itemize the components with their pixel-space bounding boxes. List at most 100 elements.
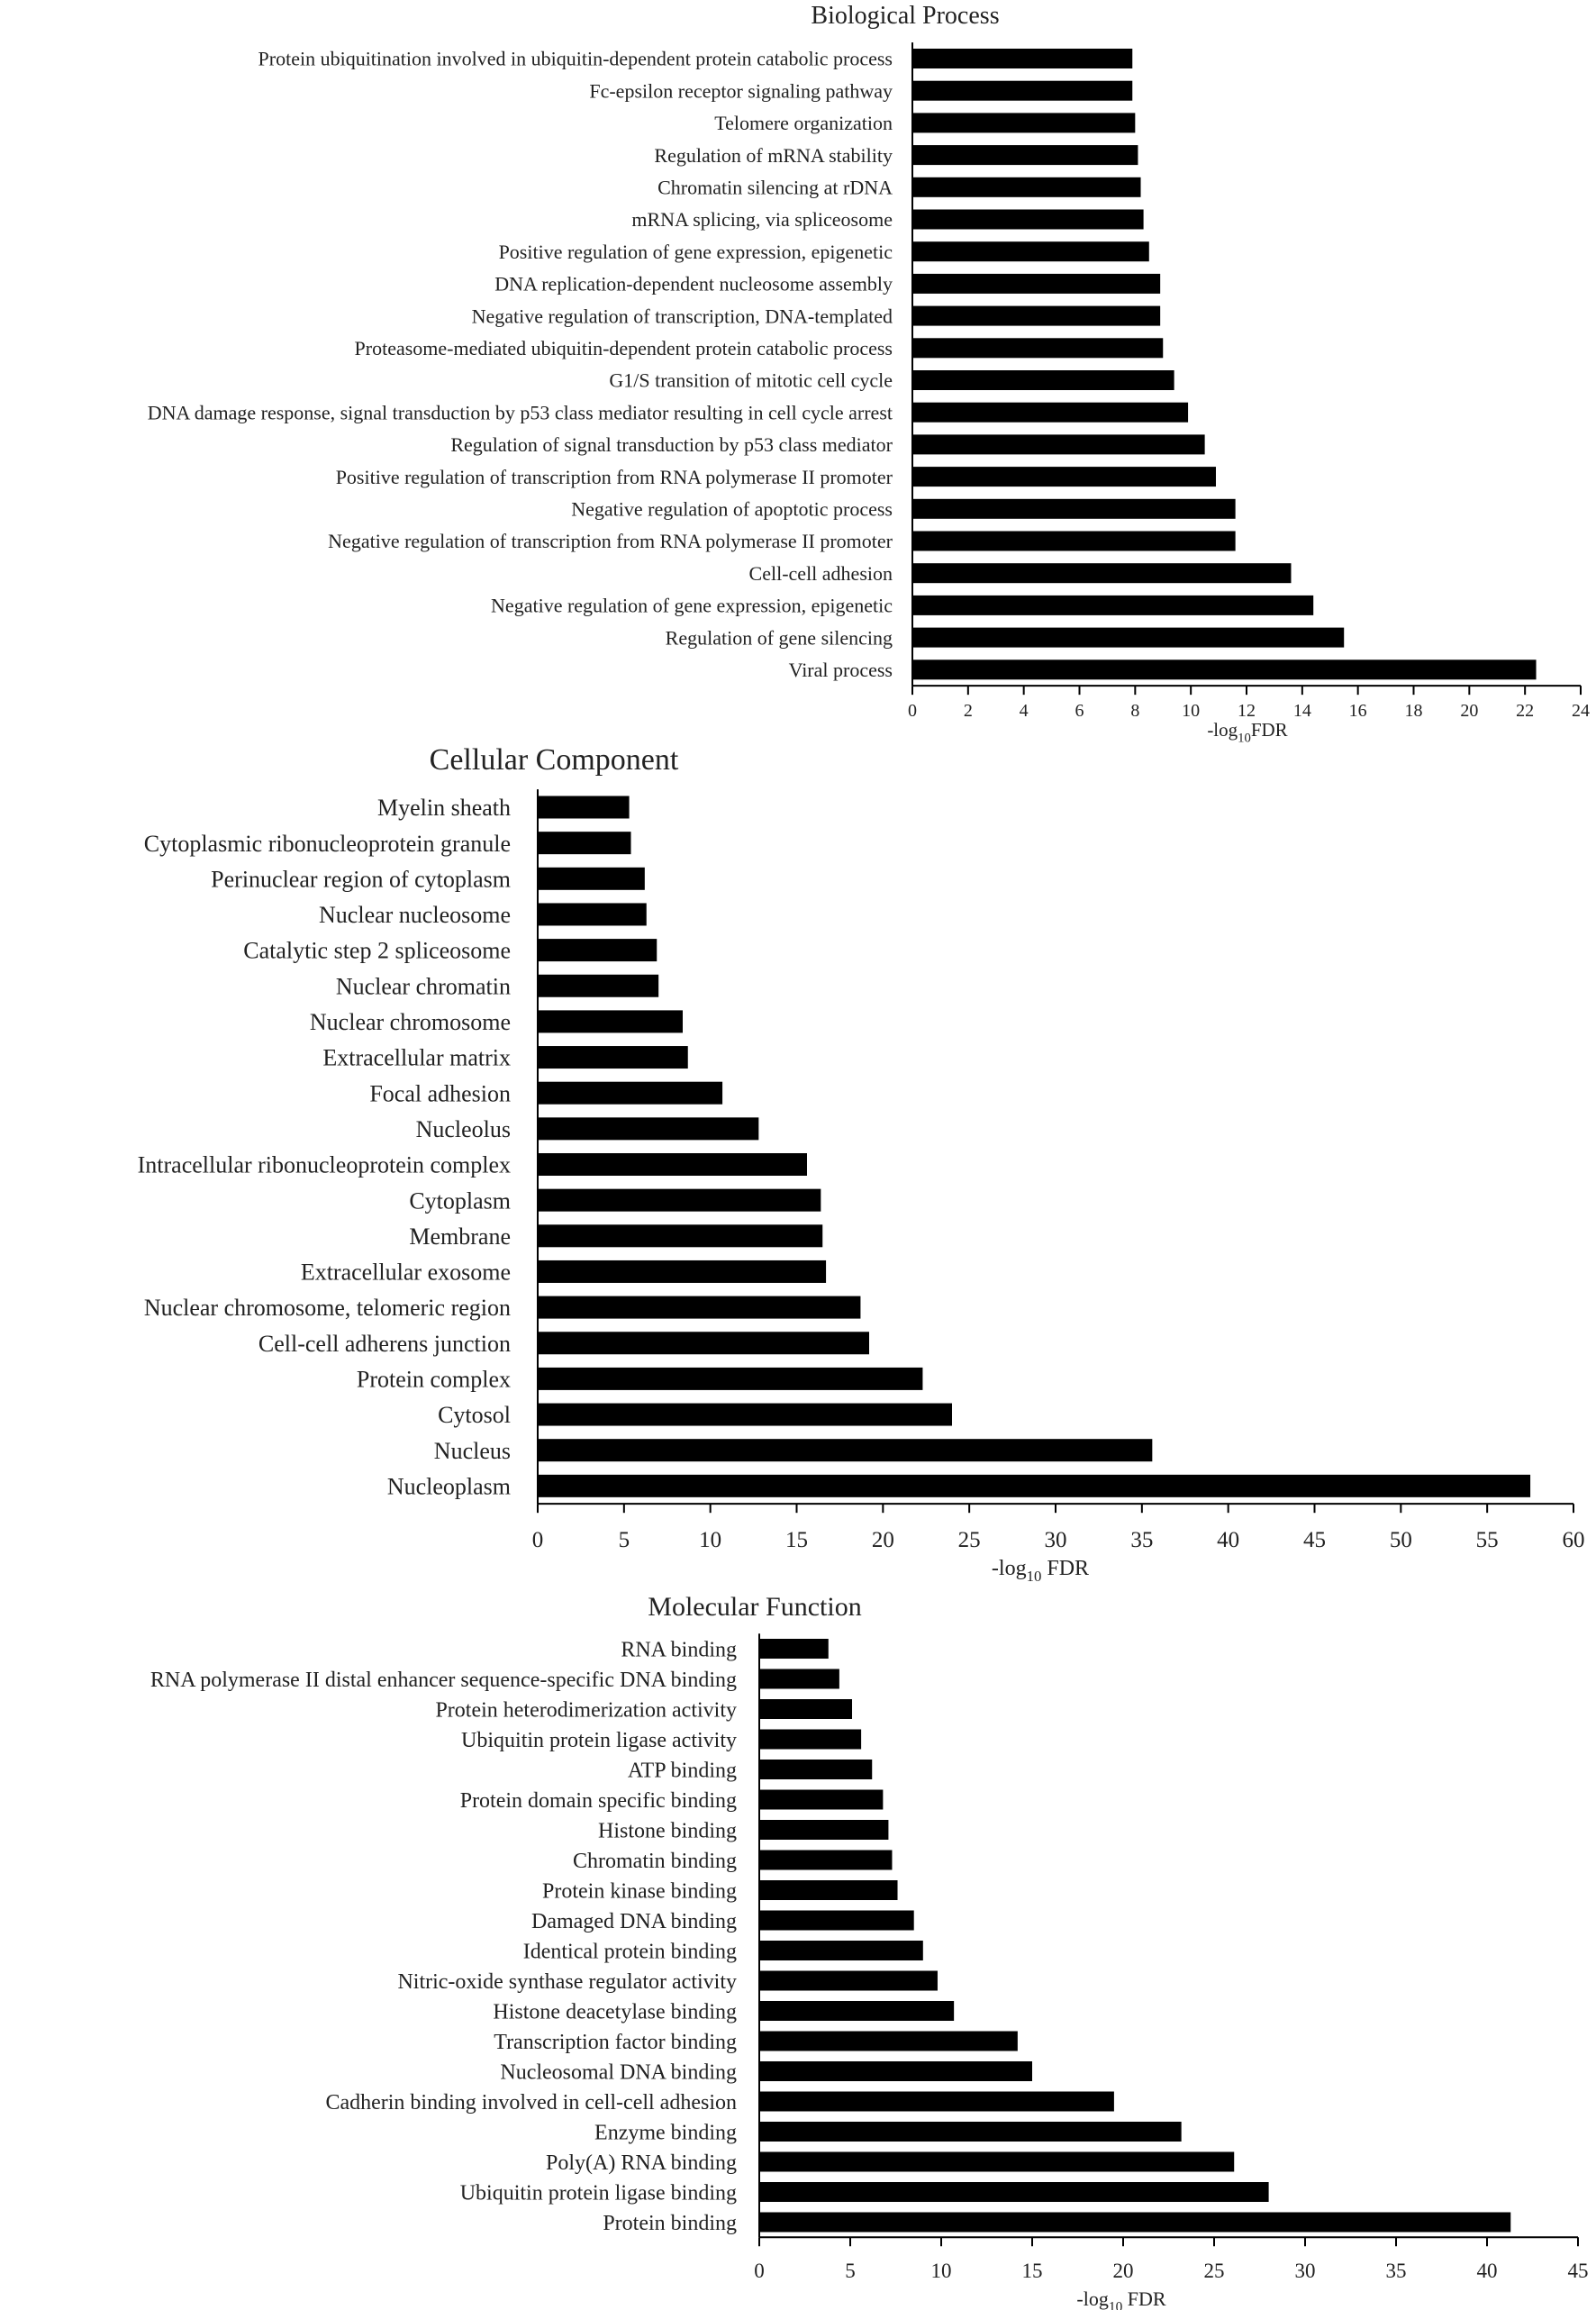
category-label: Chromatin silencing at rDNA	[657, 177, 893, 199]
category-label: Nuclear nucleosome	[319, 902, 511, 928]
category-label: Membrane	[409, 1223, 511, 1250]
category-label: Intracellular ribonucleoprotein complex	[138, 1152, 511, 1178]
category-label: Nucleus	[434, 1438, 511, 1464]
category-label: Protein ubiquitination involved in ubiqu…	[258, 48, 893, 70]
category-label: Poly(A) RNA binding	[546, 2151, 737, 2175]
x-tick-label: 30	[1045, 1528, 1067, 1552]
category-label: Ubiquitin protein ligase binding	[460, 2181, 737, 2205]
x-tick-label: 25	[958, 1528, 981, 1552]
category-label: Protein binding	[603, 2212, 737, 2235]
category-label: Focal adhesion	[369, 1080, 511, 1106]
category-label: Nuclear chromatin	[336, 973, 511, 999]
chart-2: Cellular Component Myelin sheath Cytoplasm…	[138, 743, 1585, 1585]
category-label: Chromatin binding	[573, 1850, 737, 1873]
x-tick-label: 16	[1349, 701, 1367, 721]
bar	[538, 1117, 759, 1141]
bar	[538, 1046, 688, 1069]
category-label: Cadherin binding involved in cell-cell a…	[325, 2091, 737, 2114]
category-label: Positive regulation of gene expression, …	[499, 241, 893, 263]
category-label: Regulation of mRNA stability	[654, 144, 893, 167]
category-label: G1/S transition of mitotic cell cycle	[609, 369, 893, 392]
bar	[759, 1729, 862, 1750]
x-tick-label: 15	[1022, 2260, 1043, 2282]
x-tick-label: 0	[908, 701, 917, 721]
category-label: Histone deacetylase binding	[493, 2000, 737, 2024]
bar	[759, 1941, 923, 1960]
x-tick-label: 25	[1204, 2260, 1225, 2282]
category-label: Identical protein binding	[523, 1940, 737, 1963]
bar	[759, 1910, 914, 1931]
x-tick-label: 15	[785, 1528, 808, 1552]
bar	[912, 209, 1144, 230]
bar	[759, 1820, 889, 1840]
bar	[912, 241, 1149, 262]
x-tick-label: 14	[1293, 701, 1311, 721]
x-tick-label: 18	[1405, 701, 1423, 721]
bar	[759, 1970, 938, 1991]
bar	[538, 796, 630, 819]
bar	[912, 595, 1314, 615]
x-tick-label: 20	[872, 1528, 894, 1552]
bar	[538, 867, 645, 890]
category-label: Cytoplasm	[409, 1187, 511, 1214]
category-label: ATP binding	[628, 1759, 737, 1782]
bar	[759, 2091, 1114, 2112]
x-tick-label: 40	[1477, 2260, 1498, 2282]
bar	[759, 1789, 884, 1810]
x-tick-label: 40	[1217, 1528, 1239, 1552]
category-label: Histone binding	[598, 1819, 737, 1842]
bar	[759, 1760, 873, 1779]
category-label: Cell-cell adhesion	[749, 562, 893, 585]
bar	[912, 434, 1205, 455]
bar	[912, 49, 1133, 68]
category-label: Damaged DNA binding	[531, 1910, 737, 1933]
category-label: Protein heterodimerization activity	[435, 1698, 737, 1722]
bar	[759, 2182, 1269, 2202]
bar	[538, 1224, 823, 1248]
bar	[912, 563, 1292, 584]
category-label: Fc-epsilon receptor signaling pathway	[589, 79, 893, 102]
bar	[759, 2061, 1032, 2081]
category-label: Nucleolus	[416, 1116, 511, 1142]
bar	[912, 498, 1236, 519]
chart-3: Molecular Function RNA binding RNA polymer…	[150, 1592, 1589, 2310]
x-tick-label: 10	[699, 1528, 721, 1552]
bar	[912, 305, 1161, 326]
bar	[759, 2031, 1018, 2051]
category-label: Negative regulation of gene expression, …	[491, 595, 893, 617]
bar	[538, 1367, 923, 1390]
bar	[912, 80, 1133, 101]
x-tick-label: 24	[1572, 701, 1590, 721]
chart-title: Molecular Function	[648, 1592, 861, 1622]
bar	[538, 1260, 827, 1283]
category-label: Negative regulation of transcription fro…	[328, 530, 893, 552]
bar	[538, 1439, 1153, 1462]
bar	[912, 113, 1136, 133]
bar	[759, 2212, 1511, 2233]
x-tick-label: 55	[1476, 1528, 1499, 1552]
category-label: Negative regulation of apoptotic process	[571, 498, 893, 521]
bar	[538, 1296, 861, 1319]
category-label: DNA replication-dependent nucleosome ass…	[494, 273, 893, 296]
category-label: Protein domain specific binding	[460, 1789, 737, 1813]
chart-1: Biological Process Protein ubiquitination…	[148, 2, 1590, 745]
category-label: RNA binding	[621, 1638, 737, 1661]
x-tick-label: 5	[845, 2260, 856, 2282]
bar	[759, 1850, 893, 1870]
category-label: Catalytic step 2 spliceosome	[243, 938, 511, 964]
category-label: Regulation of gene silencing	[666, 626, 893, 649]
x-tick-label: 0	[754, 2260, 765, 2282]
category-label: Negative regulation of transcription, DN…	[472, 305, 893, 327]
bar	[538, 1153, 807, 1176]
category-label: Extracellular matrix	[322, 1045, 511, 1071]
category-label: mRNA splicing, via spliceosome	[631, 208, 893, 231]
x-tick-label: 10	[1182, 701, 1200, 721]
bar	[538, 1010, 683, 1033]
bar	[912, 402, 1189, 423]
category-label: Nitric-oxide synthase regulator activity	[397, 1970, 737, 1994]
x-tick-label: 30	[1295, 2260, 1316, 2282]
x-tick-label: 12	[1238, 701, 1256, 721]
x-tick-label: 6	[1075, 701, 1084, 721]
x-tick-label: 35	[1130, 1528, 1153, 1552]
